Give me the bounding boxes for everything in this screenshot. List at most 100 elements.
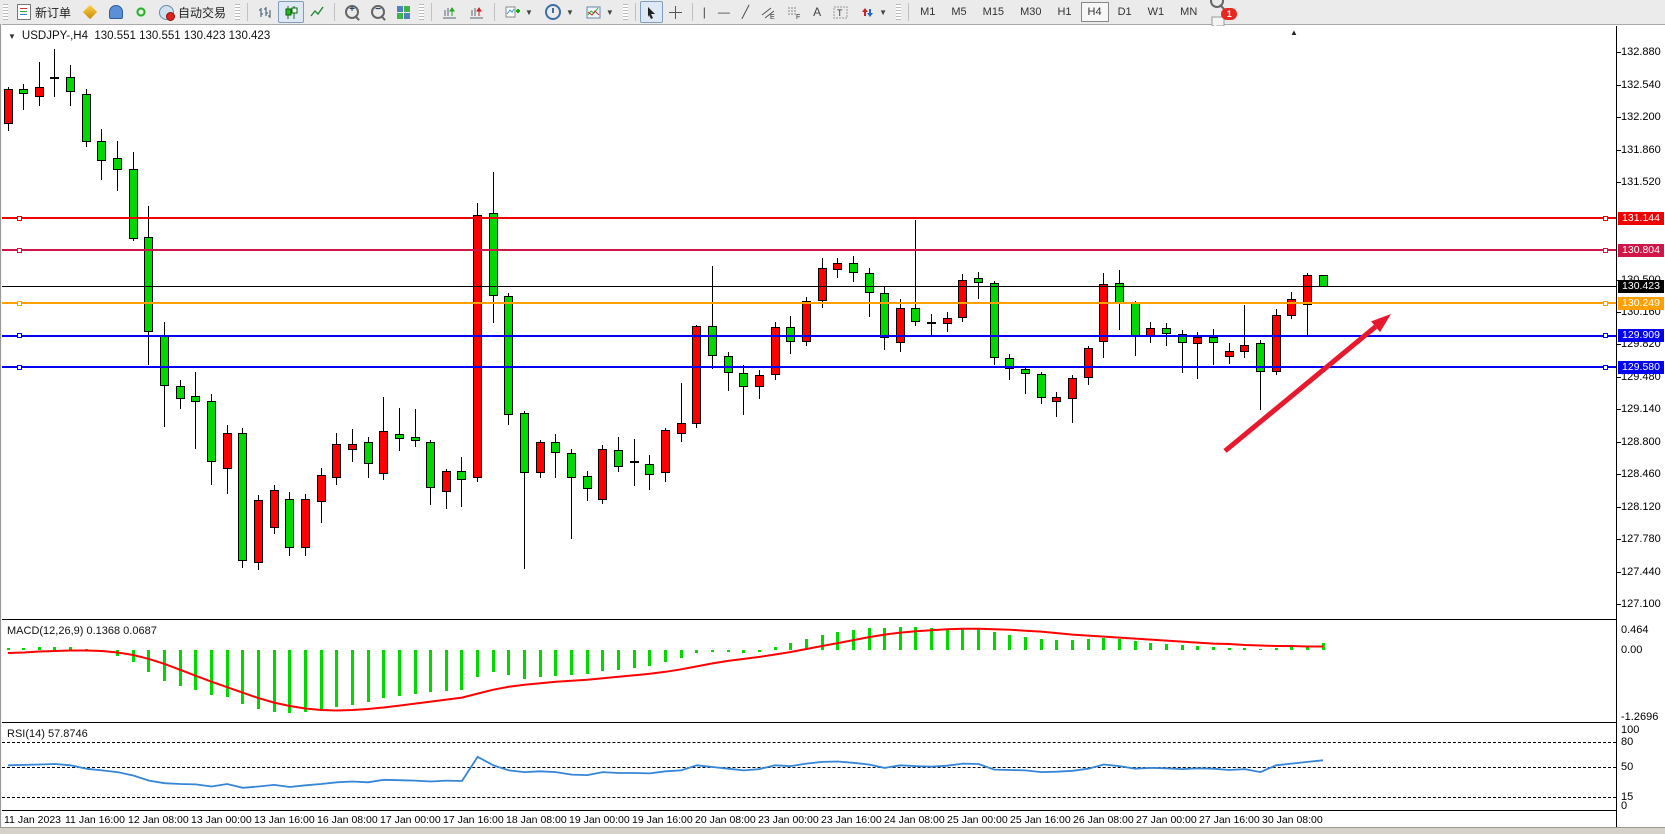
timeframe-button-w1[interactable]: W1 <box>1147 6 1165 18</box>
macd-scale-label: -1.2696 <box>1621 711 1659 723</box>
toolbar-grip <box>419 4 425 20</box>
trendline-icon: ╱ <box>741 5 750 19</box>
text-label-tool-button[interactable]: T <box>827 1 854 23</box>
macd-histogram-bar <box>444 650 448 691</box>
dropdown-caret-icon: ▼ <box>879 7 888 17</box>
candle-bullish <box>661 430 670 474</box>
macd-histogram-bar <box>1164 644 1168 650</box>
line-anchor-handle[interactable] <box>17 333 22 339</box>
horizontal-line-tool-button[interactable]: — <box>712 1 736 23</box>
chart-title-dropdown-icon[interactable]: ▼ <box>8 32 16 41</box>
timeframe-button-d1[interactable]: D1 <box>1117 6 1132 18</box>
chart-shift-button[interactable] <box>463 1 490 23</box>
macd-histogram-bar <box>554 650 558 676</box>
line-anchor-handle[interactable] <box>1603 300 1608 306</box>
candle-wick <box>711 266 713 370</box>
price-axis[interactable]: 127.100 127.440 127.780 128.120 128.460 128.8… <box>1616 26 1665 827</box>
timeframe-button-mn[interactable]: MN <box>1180 6 1198 18</box>
macd-histogram-bar <box>538 650 542 678</box>
line-anchor-handle[interactable] <box>17 300 22 306</box>
candle-bullish <box>441 471 451 492</box>
line-anchor-handle[interactable] <box>1603 364 1608 370</box>
search-button[interactable] <box>1204 0 1232 12</box>
line-anchor-handle[interactable] <box>17 364 22 370</box>
add-indicator-button[interactable]: ▼ <box>499 1 539 23</box>
fibonacci-tool-button[interactable]: F <box>781 1 807 23</box>
macd-histogram-bar <box>6 648 10 650</box>
candle-bullish <box>473 214 483 479</box>
horizontal-level-line[interactable] <box>2 334 1616 337</box>
price-tick-label: 127.100 <box>1621 598 1661 611</box>
market-watch-button[interactable] <box>77 1 103 23</box>
market-watch-icon <box>82 4 98 20</box>
line-anchor-handle[interactable] <box>17 247 22 253</box>
candle-bullish <box>1193 336 1203 345</box>
horizontal-level-line[interactable] <box>2 217 1616 219</box>
crosshair-tool-button[interactable] <box>663 1 688 23</box>
time-axis-label: 19 Jan 00:00 <box>569 814 630 826</box>
cursor-tool-button[interactable] <box>639 1 663 23</box>
timeframe-button-m30[interactable]: M30 <box>1020 6 1042 18</box>
vertical-line-tool-button[interactable]: | <box>697 1 712 23</box>
line-anchor-handle[interactable] <box>1603 333 1608 339</box>
template-button[interactable]: ▼ <box>580 1 620 23</box>
toolbar-grip <box>235 4 241 20</box>
line-anchor-handle[interactable] <box>1603 215 1608 221</box>
candle-bullish <box>1302 274 1312 306</box>
signals-button[interactable] <box>129 1 153 23</box>
price-chart-pane[interactable]: ▼ USDJPY-,H4 130.551 130.551 130.423 130.… <box>2 26 1616 619</box>
price-tick-label: 128.460 <box>1621 468 1661 481</box>
trend-arrow[interactable] <box>2 26 1616 619</box>
timeframe-button-m5[interactable]: M5 <box>951 6 967 18</box>
candlestick-chart-button[interactable] <box>278 1 305 23</box>
channel-tool-button[interactable]: E <box>755 1 781 23</box>
macd-histogram-bar <box>836 632 840 650</box>
macd-histogram-bar <box>507 650 511 675</box>
candle-bearish <box>457 471 467 481</box>
zoom-in-button[interactable]: + <box>339 1 365 23</box>
macd-histogram-bar <box>789 643 793 650</box>
bar-chart-button[interactable] <box>252 1 278 23</box>
new-order-button[interactable]: 新订单 <box>11 1 77 23</box>
horizontal-level-line[interactable] <box>2 302 1616 305</box>
macd-histogram-bar <box>210 650 213 695</box>
auto-trading-button[interactable]: 自动交易 <box>153 1 232 23</box>
crosshair-icon <box>668 5 682 19</box>
horizontal-level-line[interactable] <box>2 366 1616 369</box>
candle-wick <box>931 313 933 337</box>
period-button[interactable]: ▼ <box>539 1 580 23</box>
macd-histogram-bar <box>945 628 949 650</box>
zoom-out-button[interactable]: − <box>365 1 391 23</box>
arrow-objects-button[interactable]: ▼ <box>854 1 893 23</box>
notification-badge: 1 <box>1221 8 1238 20</box>
timeframe-button-m1[interactable]: M1 <box>920 6 936 18</box>
macd-histogram-bar <box>303 650 307 712</box>
macd-histogram-bar <box>491 650 495 673</box>
tile-windows-button[interactable] <box>391 1 416 23</box>
time-axis[interactable]: 11 Jan 2023 11 Jan 16:00 12 Jan 08:00 13 Ja… <box>2 810 1616 828</box>
line-chart-button[interactable] <box>304 1 330 23</box>
macd-histogram-bar <box>460 650 464 690</box>
rsi-pane[interactable]: RSI(14) 57.8746 <box>2 725 1616 810</box>
line-anchor-handle[interactable] <box>17 215 22 221</box>
chart-shift-marker-icon[interactable]: ▲ <box>1290 28 1298 37</box>
candle-wick <box>461 457 463 507</box>
macd-histogram-bar <box>930 628 934 650</box>
timeframe-button-m15[interactable]: M15 <box>982 6 1005 18</box>
auto-scroll-button[interactable] <box>436 1 463 23</box>
macd-pane[interactable]: MACD(12,26,9) 0.1368 0.0687 <box>2 622 1616 722</box>
candle-bearish <box>191 396 201 402</box>
macd-histogram-bar <box>163 650 167 681</box>
horizontal-level-line[interactable] <box>2 249 1616 252</box>
timeframe-button-h1[interactable]: H1 <box>1057 6 1072 18</box>
navigator-button[interactable] <box>103 1 129 23</box>
template-icon <box>586 6 601 18</box>
candle-bearish <box>81 94 91 142</box>
trendline-tool-button[interactable]: ╱ <box>736 1 755 23</box>
candle-bullish <box>1083 348 1093 378</box>
toolbar-grip <box>896 4 902 20</box>
text-tool-button[interactable]: A <box>807 1 827 23</box>
timeframe-button-h4[interactable]: H4 <box>1080 2 1109 22</box>
rsi-line <box>7 755 1324 789</box>
line-anchor-handle[interactable] <box>1603 247 1608 253</box>
